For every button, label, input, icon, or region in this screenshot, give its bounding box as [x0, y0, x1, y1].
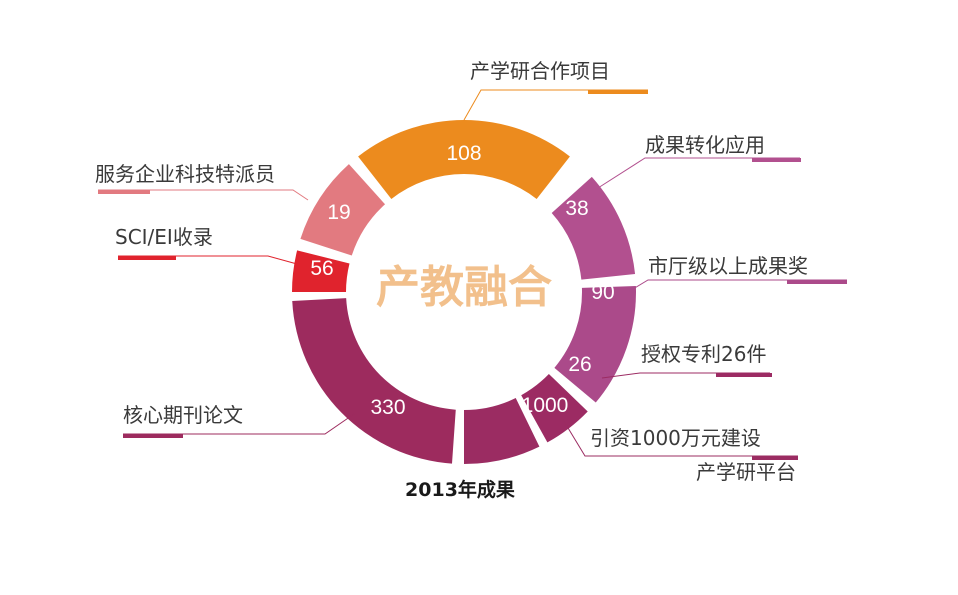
- donut-segment: [292, 250, 350, 292]
- segment-value-label: 330: [370, 396, 405, 419]
- donut-segment: [358, 119, 570, 200]
- callout-label: 市厅级以上成果奖: [648, 254, 808, 278]
- leader-line: [463, 89, 648, 121]
- donut-segment: [554, 285, 636, 403]
- callout-label: 授权专利26件: [641, 342, 766, 366]
- donut-segment: [464, 398, 540, 464]
- donut-segments: [292, 119, 636, 464]
- leader-lines: [98, 89, 847, 460]
- callout-label: 核心期刊论文: [123, 403, 243, 427]
- leader-line: [561, 417, 798, 457]
- center-title: 产教融合: [376, 262, 552, 313]
- callout-label: 产学研平台: [696, 460, 796, 484]
- segment-value-label: 90: [591, 281, 614, 304]
- chart-caption: 2013年成果: [405, 478, 515, 501]
- segment-value-label: 38: [565, 197, 588, 220]
- callout-label: 引资1000万元建设: [590, 426, 761, 450]
- segment-value-label: 1000: [522, 394, 569, 417]
- segment-values: 108 38 90 26 1000 330 56 19: [310, 142, 614, 419]
- segment-value-label: 56: [310, 257, 333, 280]
- leader-line: [627, 279, 847, 293]
- donut-segment: [292, 298, 456, 464]
- leader-line: [123, 413, 355, 435]
- donut-segment: [521, 373, 588, 443]
- segment-value-label: 108: [446, 142, 481, 165]
- callout-label: 产学研合作项目: [470, 59, 610, 83]
- callout-label: 服务企业科技特派员: [95, 162, 275, 186]
- donut-segment: [551, 176, 636, 280]
- segment-value-label: 19: [327, 201, 350, 224]
- donut-segment: [300, 164, 386, 256]
- callout-label: 成果转化应用: [645, 133, 765, 157]
- leader-line: [98, 189, 309, 201]
- callout-labels: 产学研合作项目成果转化应用市厅级以上成果奖授权专利26件引资1000万元建设产学…: [95, 59, 808, 484]
- segment-value-label: 26: [568, 353, 591, 376]
- callout-label: SCI/EI收录: [115, 225, 213, 249]
- leader-line: [597, 157, 800, 189]
